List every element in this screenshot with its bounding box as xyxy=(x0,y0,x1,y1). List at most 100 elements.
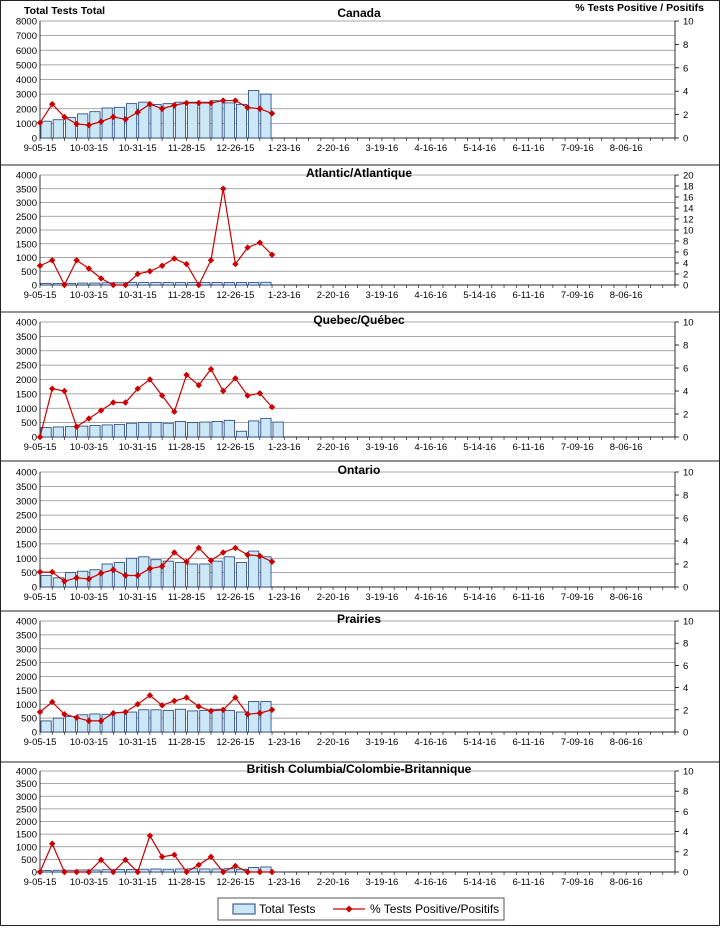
x-tick-label: 8-06-16 xyxy=(610,737,643,748)
bar xyxy=(162,868,174,873)
bar xyxy=(248,550,260,588)
positivity-point xyxy=(61,281,68,289)
positivity-point xyxy=(73,574,80,581)
right-tick-label: 4 xyxy=(683,683,688,694)
bar xyxy=(40,720,52,733)
left-tick-label: 500 xyxy=(21,418,37,429)
left-tick-label: 500 xyxy=(21,568,37,579)
bar xyxy=(89,713,101,733)
bar xyxy=(150,709,162,733)
bar xyxy=(211,560,223,588)
positivity-point xyxy=(49,568,56,576)
bar xyxy=(260,701,272,733)
right-tick-label: 8 xyxy=(683,237,688,248)
panel-0: 0 1000 2000 3000 4000 5000 6000 7000 8000 0 2 4 6 8 10… xyxy=(0,6,720,166)
bar xyxy=(101,424,113,438)
x-tick-label: 7-09-16 xyxy=(561,877,594,888)
left-tick-label: 1000 xyxy=(16,119,37,130)
left-tick-label: 3500 xyxy=(16,779,37,790)
bar xyxy=(223,556,235,588)
right-tick-label: 4 xyxy=(683,387,688,398)
positivity-point xyxy=(207,557,215,564)
bar xyxy=(211,100,223,139)
positivity-point xyxy=(268,403,276,411)
x-tick-label: 7-09-16 xyxy=(561,592,594,603)
left-tick-label: 0 xyxy=(32,728,37,739)
positivity-point xyxy=(268,558,276,565)
positivity-point xyxy=(49,840,56,847)
x-tick-label: 10-03-15 xyxy=(70,290,108,301)
positivity-point xyxy=(110,566,117,573)
positivity-point xyxy=(171,408,178,415)
left-tick-label: 3000 xyxy=(16,644,37,655)
x-tick-label: 12-26-15 xyxy=(216,290,254,301)
bar xyxy=(52,426,64,438)
bar xyxy=(260,93,272,139)
positivity-point xyxy=(207,365,215,373)
positivity-point xyxy=(134,109,141,116)
bar xyxy=(77,282,89,286)
x-tick-label: 3-19-16 xyxy=(366,143,399,154)
x-tick-label: 11-28-15 xyxy=(168,143,205,154)
x-tick-label: 2-20-16 xyxy=(317,442,350,453)
positivity-point xyxy=(232,375,239,382)
bar xyxy=(162,103,174,139)
bar xyxy=(138,101,150,139)
left-tick-label: 4000 xyxy=(16,171,37,182)
left-tick-label: 4000 xyxy=(16,767,37,778)
panel-title: Canada xyxy=(337,6,381,20)
left-tick-label: 1000 xyxy=(16,842,37,853)
left-tick-label: 1500 xyxy=(16,686,37,697)
bar xyxy=(77,113,89,139)
left-tick-label: 2000 xyxy=(16,104,37,115)
x-tick-label: 10-03-15 xyxy=(70,737,108,748)
bar xyxy=(126,422,138,438)
positivity-point xyxy=(85,868,93,876)
x-tick-label: 4-16-16 xyxy=(414,592,447,603)
x-tick-label: 10-03-15 xyxy=(70,143,108,154)
x-tick-label: 5-14-16 xyxy=(463,592,496,603)
positivity-line xyxy=(39,368,273,438)
bar xyxy=(199,709,211,733)
x-tick-label: 2-20-16 xyxy=(317,737,350,748)
positivity-point xyxy=(97,118,105,125)
positivity-point xyxy=(85,121,93,129)
x-tick-label: 5-14-16 xyxy=(463,737,496,748)
left-tick-label: 5000 xyxy=(16,60,37,71)
right-tick-label: 2 xyxy=(683,705,688,716)
bar xyxy=(65,716,77,733)
positivity-point xyxy=(256,709,264,717)
positivity-point xyxy=(85,575,93,583)
legend-line-marker xyxy=(345,905,353,913)
left-tick-label: 4000 xyxy=(16,318,37,329)
x-tick-label: 7-09-16 xyxy=(561,442,594,453)
positivity-point xyxy=(207,99,215,107)
positivity-point xyxy=(256,105,264,112)
bar xyxy=(113,712,125,733)
positivity-point xyxy=(244,104,251,111)
right-tick-label: 2 xyxy=(683,270,688,281)
bar xyxy=(126,103,138,139)
positivity-point xyxy=(134,701,141,708)
bar xyxy=(199,421,211,438)
x-tick-label: 12-26-15 xyxy=(216,737,254,748)
positivity-point xyxy=(73,423,80,430)
x-tick-label: 2-20-16 xyxy=(317,592,350,603)
left-tick-label: 1500 xyxy=(16,539,37,550)
x-tick-label: 9-05-15 xyxy=(24,877,57,888)
positivity-point xyxy=(171,697,178,705)
x-tick-label: 10-31-15 xyxy=(119,877,157,888)
positivity-point xyxy=(73,257,80,264)
x-tick-label: 8-06-16 xyxy=(610,143,643,154)
x-tick-label: 6-11-16 xyxy=(512,592,544,603)
right-tick-label: 10 xyxy=(683,468,694,479)
x-tick-label: 9-05-15 xyxy=(24,737,57,748)
left-tick-label: 2500 xyxy=(16,511,37,522)
bar xyxy=(199,868,211,873)
bar xyxy=(211,282,223,286)
bar xyxy=(235,282,248,286)
x-tick-label: 4-16-16 xyxy=(414,737,447,748)
left-tick-label: 4000 xyxy=(16,617,37,628)
bar xyxy=(248,420,260,438)
right-axis-title: % Tests Positive / Positifs xyxy=(575,2,704,14)
